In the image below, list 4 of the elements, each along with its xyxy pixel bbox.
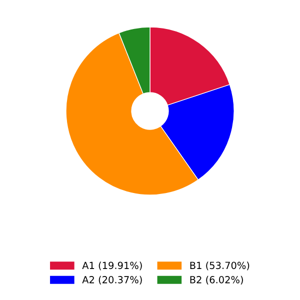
legend-label: B1 (53.70%) [190,262,250,270]
legend-label: A2 (20.37%) [82,276,142,285]
legend-label: B2 (6.02%) [190,276,243,285]
legend-label: A1 (19.91%) [82,262,142,270]
